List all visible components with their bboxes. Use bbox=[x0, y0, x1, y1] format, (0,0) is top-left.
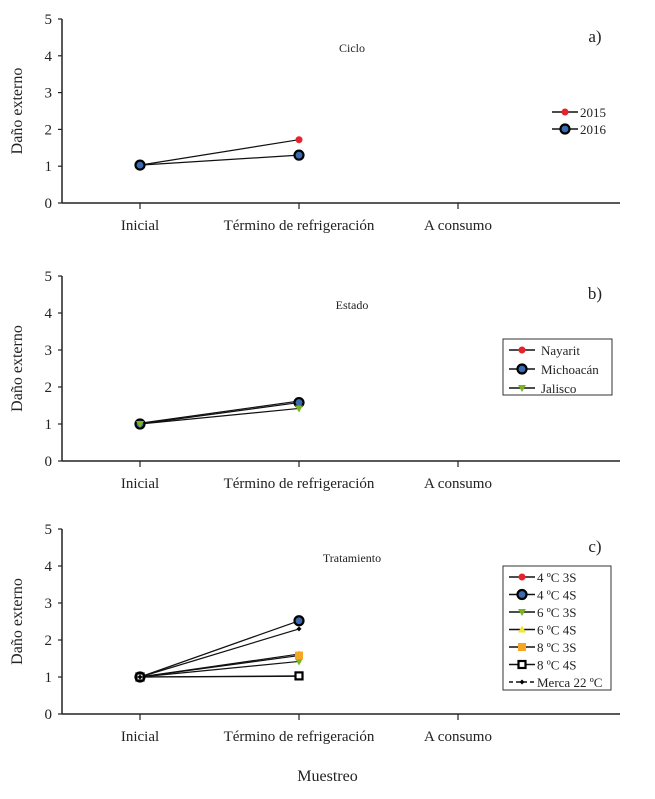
panel-label: b) bbox=[588, 284, 602, 303]
legend-label: 6 ºC 4S bbox=[537, 623, 576, 638]
legend-marker bbox=[518, 609, 526, 616]
y-tick-label: 0 bbox=[45, 707, 53, 723]
y-tick-label: 5 bbox=[45, 522, 53, 538]
panel-title: Estado bbox=[336, 298, 369, 312]
x-axis-label: Muestreo bbox=[297, 768, 358, 785]
series-line bbox=[139, 654, 300, 678]
series-line bbox=[139, 400, 300, 424]
series-line bbox=[139, 407, 300, 425]
y-tick-label: 3 bbox=[45, 86, 53, 102]
data-point bbox=[136, 421, 144, 428]
data-point bbox=[134, 159, 146, 171]
legend-marker bbox=[559, 123, 571, 135]
panel-label: a) bbox=[588, 27, 601, 46]
x-tick-label: Término de refrigeración bbox=[224, 729, 375, 745]
panel-b: 0 1 2 3 4 5 Inicial Término de refrigeración A c… bbox=[9, 269, 620, 492]
series-line bbox=[139, 660, 300, 678]
data-point bbox=[294, 671, 304, 681]
legend-marker bbox=[518, 643, 526, 651]
legend-marker bbox=[518, 625, 526, 633]
y-axis-label: Daño externo bbox=[9, 325, 26, 412]
x-tick-label: Término de refrigeración bbox=[224, 218, 375, 234]
x-tick-label: Término de refrigeración bbox=[224, 476, 375, 492]
legend-marker bbox=[517, 659, 527, 670]
data-point bbox=[295, 136, 303, 144]
y-tick-label: 3 bbox=[45, 343, 53, 359]
y-tick-label: 0 bbox=[45, 196, 53, 212]
y-tick-label: 4 bbox=[45, 49, 53, 65]
legend-label: 2016 bbox=[580, 122, 607, 137]
y-tick-label: 4 bbox=[45, 306, 53, 322]
y-tick-label: 2 bbox=[45, 122, 53, 138]
y-tick-label: 1 bbox=[45, 159, 53, 175]
legend-label: Merca 22 ºC bbox=[537, 675, 602, 690]
data-point bbox=[137, 674, 143, 680]
x-tick-label: Inicial bbox=[121, 729, 159, 745]
legend-label: 2015 bbox=[580, 105, 606, 120]
legend-marker bbox=[518, 346, 526, 354]
data-point bbox=[295, 651, 303, 660]
legend-marker bbox=[518, 385, 526, 392]
legend: 4 ºC 3S 4 ºC 4S 6 ºC 3S 6 ºC 4S 8 ºC 3S 8 ºC … bbox=[502, 565, 612, 691]
panel-a: 0 1 2 3 4 5 Inicial Término de refrigeración A c… bbox=[9, 12, 620, 234]
legend-label: 8 ºC 4S bbox=[537, 658, 576, 673]
y-tick-label: 1 bbox=[45, 417, 53, 433]
x-tick-label: A consumo bbox=[424, 218, 492, 234]
data-point bbox=[295, 405, 303, 413]
series-line bbox=[139, 675, 300, 678]
legend-marker bbox=[516, 588, 528, 601]
y-tick-label: 0 bbox=[45, 454, 53, 470]
legend-marker bbox=[518, 573, 526, 581]
data-point bbox=[293, 149, 305, 161]
legend: 2015 2016 bbox=[552, 105, 607, 137]
legend: Nayarit Michoacán Jalisco bbox=[502, 338, 613, 396]
y-tick-label: 5 bbox=[45, 12, 53, 28]
panel-c: 0 1 2 3 4 5 Inicial Término de refrigeración A c… bbox=[9, 522, 620, 745]
x-tick-label: Inicial bbox=[121, 476, 159, 492]
legend-label: Michoacán bbox=[541, 362, 599, 377]
data-point bbox=[293, 615, 305, 627]
legend-marker bbox=[519, 679, 525, 685]
legend-label: Nayarit bbox=[541, 343, 580, 358]
y-tick-label: 2 bbox=[45, 380, 53, 396]
legend-label: Jalisco bbox=[541, 381, 576, 396]
legend-marker bbox=[561, 108, 569, 116]
data-point bbox=[295, 658, 303, 666]
legend-label: 4 ºC 3S bbox=[537, 570, 576, 585]
series-line bbox=[139, 139, 300, 166]
legend-label: 8 ºC 3S bbox=[537, 640, 576, 655]
x-tick-label: A consumo bbox=[424, 476, 492, 492]
series-line bbox=[139, 628, 300, 678]
y-tick-label: 2 bbox=[45, 633, 53, 649]
legend-label: 4 ºC 4S bbox=[537, 588, 576, 603]
data-point bbox=[296, 626, 302, 632]
legend-marker bbox=[516, 363, 528, 375]
x-tick-label: Inicial bbox=[121, 218, 159, 234]
y-tick-label: 4 bbox=[45, 559, 53, 575]
panel-title: Ciclo bbox=[339, 41, 365, 55]
series-line bbox=[139, 401, 300, 425]
y-tick-label: 5 bbox=[45, 269, 53, 285]
panel-title: Tratamiento bbox=[323, 551, 381, 565]
series-line bbox=[139, 154, 300, 166]
x-tick-label: A consumo bbox=[424, 729, 492, 745]
legend-label: 6 ºC 3S bbox=[537, 605, 576, 620]
panel-label: c) bbox=[588, 537, 601, 556]
y-axis-label: Daño externo bbox=[9, 68, 26, 155]
y-tick-label: 1 bbox=[45, 670, 53, 686]
series-line bbox=[139, 620, 300, 678]
y-tick-label: 3 bbox=[45, 596, 53, 612]
y-axis-label: Daño externo bbox=[9, 578, 26, 665]
